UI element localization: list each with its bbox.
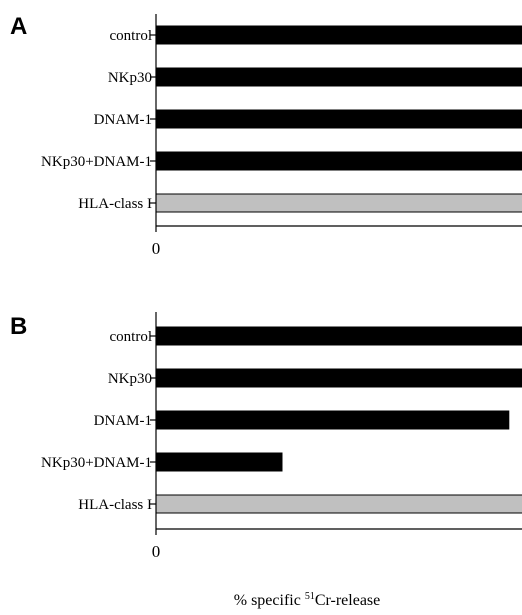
x-axis-label: % specific 51Cr-release xyxy=(234,591,381,609)
category-label: control xyxy=(110,28,153,44)
bar xyxy=(155,151,522,171)
category-label: HLA-class I xyxy=(78,497,152,513)
x-axis-label-suffix: Cr-release xyxy=(315,592,380,609)
bar xyxy=(155,452,283,472)
category-label: DNAM-1 xyxy=(94,112,152,128)
category-label: NKp30+DNAM-1 xyxy=(41,455,152,471)
category-label: NKp30+DNAM-1 xyxy=(41,154,152,170)
category-label: NKp30 xyxy=(108,371,152,387)
category-label: NKp30 xyxy=(108,70,152,86)
x-axis-label-superscript: 51 xyxy=(305,591,315,602)
bar xyxy=(155,67,522,87)
x-tick-label: 0 xyxy=(152,542,161,561)
x-tick-label: 0 xyxy=(152,239,161,258)
panel-letter: A xyxy=(10,13,27,40)
bar xyxy=(155,410,510,430)
bar xyxy=(155,326,522,346)
bar xyxy=(155,494,522,514)
bar xyxy=(155,193,522,213)
bar xyxy=(155,109,522,129)
bar xyxy=(155,25,522,45)
category-label: control xyxy=(110,329,153,345)
bar xyxy=(155,368,522,388)
category-label: DNAM-1 xyxy=(94,413,152,429)
category-label: HLA-class I xyxy=(78,196,152,212)
x-axis-label-prefix: % specific xyxy=(234,592,305,609)
panel-letter: B xyxy=(10,313,27,340)
